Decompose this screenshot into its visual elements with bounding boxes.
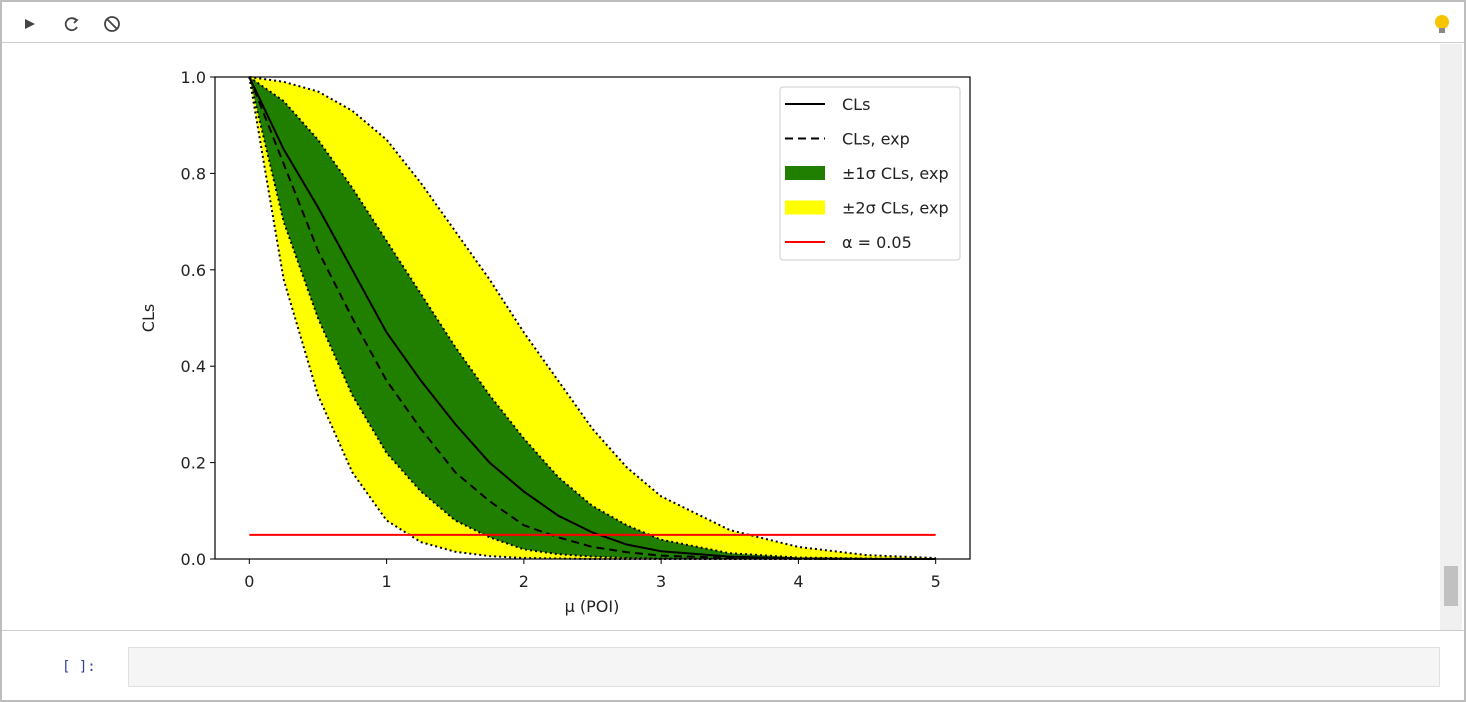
- y-tick-label: 0.6: [181, 261, 206, 280]
- y-tick-label: 0.4: [181, 357, 206, 376]
- y-tick-label: 1.0: [181, 68, 206, 87]
- y-tick-label: 0.8: [181, 164, 206, 183]
- scroll-thumb[interactable]: [1444, 566, 1458, 606]
- x-tick-label: 1: [381, 572, 391, 591]
- line: [248, 76, 936, 560]
- y-tick-label: 0.2: [181, 454, 206, 473]
- legend-swatch: [785, 166, 825, 180]
- toolbar-icons: [25, 15, 1449, 33]
- band-edge: [248, 76, 936, 560]
- x-tick-label: 3: [656, 572, 666, 591]
- code-cell: [ ]:: [2, 630, 1464, 701]
- legend-label: ±1σ CLs, exp: [842, 164, 949, 183]
- line: [248, 76, 936, 560]
- x-tick-label: 0: [244, 572, 254, 591]
- scrollbar[interactable]: [1440, 44, 1462, 630]
- toolbar: [2, 2, 1464, 43]
- band: [249, 77, 936, 559]
- y-axis-label: CLs: [139, 304, 158, 332]
- legend-label: α = 0.05: [842, 233, 912, 252]
- x-tick-label: 5: [931, 572, 941, 591]
- cell-prompt: [ ]:: [62, 659, 96, 675]
- x-axis-label: μ (POI): [565, 597, 620, 616]
- plot-frame: [214, 76, 971, 560]
- legend-label: ±2σ CLs, exp: [842, 199, 949, 218]
- legend-box: [779, 86, 961, 261]
- interrupt-button[interactable]: [104, 16, 120, 32]
- legend-label: CLs: [842, 95, 870, 114]
- restart-button[interactable]: [64, 17, 79, 32]
- run-button[interactable]: [25, 19, 35, 29]
- x-tick-label: 2: [519, 572, 529, 591]
- kernel-indicator: [1435, 15, 1449, 33]
- x-tick-label: 4: [793, 572, 803, 591]
- cell-input[interactable]: [128, 647, 1440, 687]
- legend-swatch: [785, 200, 825, 215]
- legend-label: CLs, exp: [842, 130, 910, 149]
- y-tick-label: 0.0: [181, 550, 206, 569]
- chart: μ (POI) CLs 0.0 0.2 0.4 0.6 0.8 1.0 0 1 2 3 4 5 CLs C…: [139, 68, 971, 616]
